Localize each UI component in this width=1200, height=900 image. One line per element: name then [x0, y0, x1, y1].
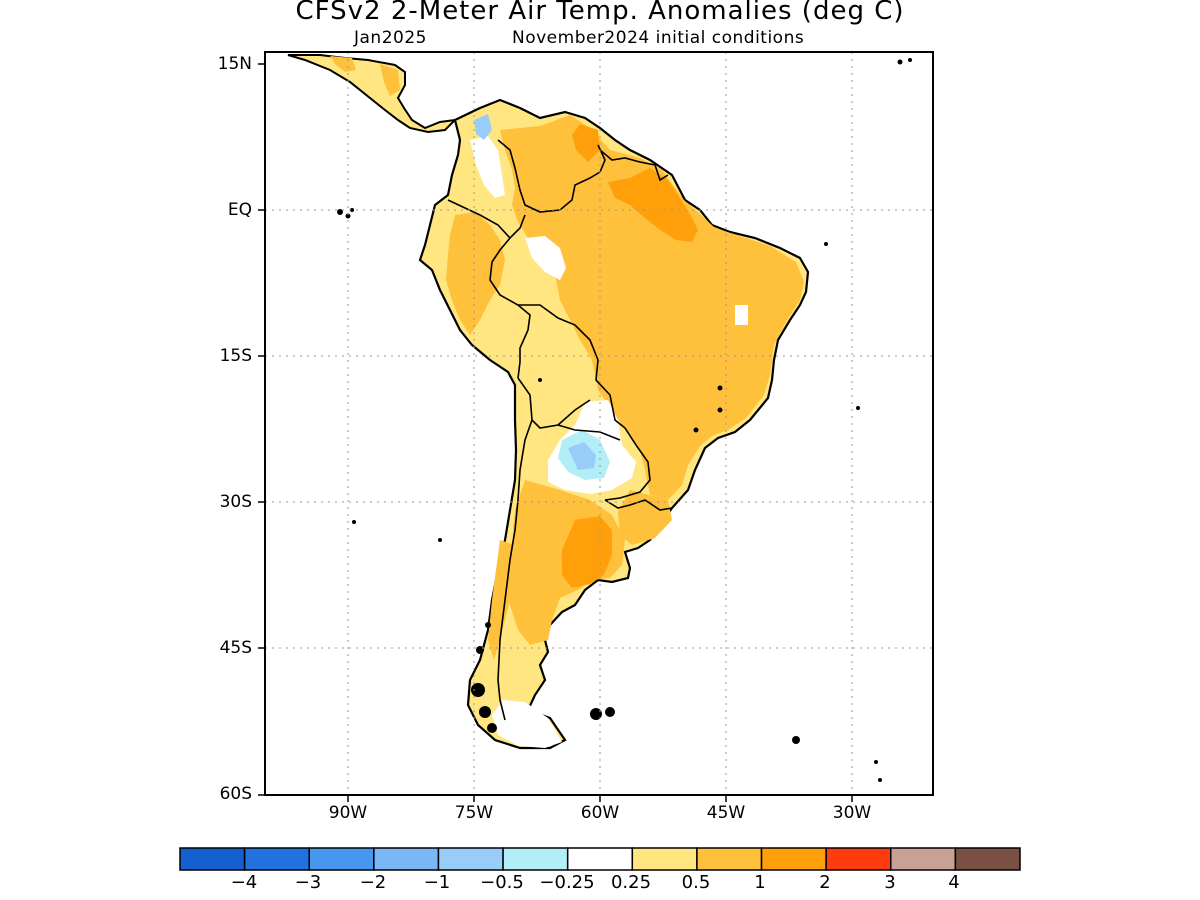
- colorbar-label: −0.25: [539, 872, 595, 893]
- colorbar-swatch: [243, 847, 310, 871]
- map-frame: [264, 51, 934, 796]
- lat-label-60s: 60S: [219, 784, 252, 804]
- colorbar-swatch: [631, 847, 698, 871]
- neutral-anomaly-region: [525, 236, 566, 280]
- grid-lines: [265, 52, 933, 795]
- neutral-anomaly-region: [470, 136, 505, 198]
- lon-label-75w: 75W: [454, 803, 494, 823]
- lon-label-30w: 30W: [832, 803, 872, 823]
- colorbar-label: 0.25: [610, 872, 652, 893]
- negative-anomaly-region: [474, 114, 492, 140]
- colorbar-swatch: [502, 847, 569, 871]
- lon-label-60w: 60W: [580, 803, 620, 823]
- anomaly-0.5-1-region: [446, 212, 505, 335]
- colorbar-label: 3: [884, 872, 896, 893]
- lon-label-45w: 45W: [706, 803, 746, 823]
- colorbar-label: 0.5: [681, 872, 711, 893]
- central-america-warm: [330, 56, 356, 72]
- colorbar-label: −0.5: [480, 872, 524, 893]
- colorbar-label: 1: [754, 872, 766, 893]
- colorbar-label: 4: [948, 872, 960, 893]
- central-america-warm: [380, 64, 400, 96]
- colorbar-label: −4: [230, 872, 258, 893]
- colorbar-swatch: [760, 847, 827, 871]
- anomaly-0.5-1-region: [500, 115, 804, 500]
- valid-month-label: Jan2025: [354, 28, 427, 48]
- colorbar-swatch: [373, 847, 440, 871]
- country-borders: [447, 139, 673, 721]
- colorbar-swatch: [890, 847, 957, 871]
- colorbar-swatch: [179, 847, 246, 871]
- map-title: CFSv2 2-Meter Air Temp. Anomalies (deg C…: [295, 0, 905, 26]
- lat-label-15n: 15N: [217, 54, 252, 74]
- anomaly-1-2-region: [572, 124, 600, 162]
- colorbar-swatch: [566, 847, 634, 871]
- colorbar-swatch: [696, 847, 763, 871]
- lat-label-30s: 30S: [219, 492, 252, 512]
- colorbar-swatch: [954, 847, 1021, 871]
- colorbar-swatch: [437, 847, 504, 871]
- colorbar-label: −2: [359, 872, 387, 893]
- anomaly-1-2-region: [608, 168, 698, 242]
- colorbar-swatch: [308, 847, 375, 871]
- lat-label-15s: 15S: [219, 346, 252, 366]
- lat-label-eq: EQ: [227, 200, 252, 220]
- anomaly-fields: [287, 54, 912, 782]
- central-america-land: [287, 54, 458, 134]
- colorbar: [179, 847, 1021, 871]
- negative-anomaly-region: [568, 442, 596, 470]
- lon-label-90w: 90W: [328, 803, 368, 823]
- colorbar-label: 2: [819, 872, 831, 893]
- colorbar-swatch: [825, 847, 892, 871]
- colorbar-label: −3: [294, 872, 322, 893]
- lat-label-45s: 45S: [219, 638, 252, 658]
- colorbar-label: −1: [423, 872, 451, 893]
- islands: [337, 58, 912, 782]
- neutral-anomaly-region: [492, 700, 562, 748]
- axis-ticks: [258, 63, 853, 802]
- initial-conditions-label: November2024 initial conditions: [512, 28, 805, 48]
- neutral-anomaly-region: [735, 305, 748, 325]
